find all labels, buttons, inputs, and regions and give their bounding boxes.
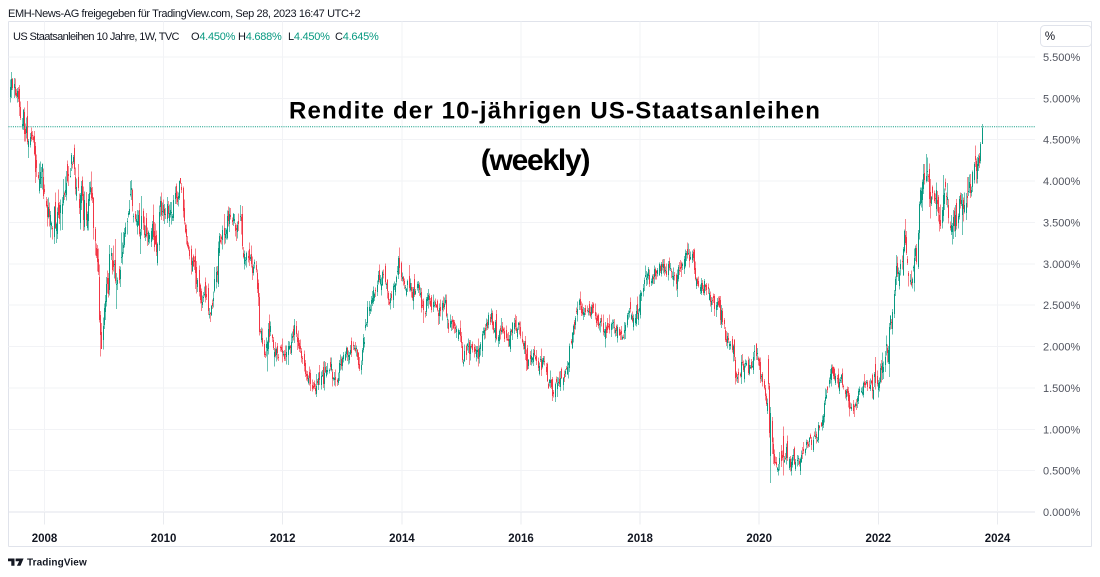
svg-text:2018: 2018 — [627, 533, 653, 545]
svg-text:2008: 2008 — [32, 533, 58, 545]
svg-text:1.500%: 1.500% — [1043, 383, 1081, 395]
svg-text:1.000%: 1.000% — [1043, 424, 1081, 436]
svg-text:H4.688%: H4.688% — [238, 31, 282, 43]
svg-text:%: % — [1045, 31, 1055, 43]
svg-text:3.000%: 3.000% — [1043, 259, 1081, 271]
svg-text:2024: 2024 — [985, 533, 1011, 545]
svg-text:(weekly): (weekly) — [481, 144, 590, 177]
svg-text:TradingView: TradingView — [27, 558, 87, 569]
svg-text:2014: 2014 — [389, 533, 415, 545]
svg-text:Rendite der 10-jährigen US-Sta: Rendite der 10-jährigen US-Staatsanleihe… — [289, 98, 821, 125]
svg-text:O4.450%: O4.450% — [191, 31, 236, 43]
svg-text:4.000%: 4.000% — [1043, 176, 1081, 188]
svg-text:EMH-News-AG freigegeben für Tr: EMH-News-AG freigegeben für TradingView.… — [8, 8, 361, 20]
svg-text:2.000%: 2.000% — [1043, 342, 1081, 354]
svg-text:US Staatsanleihen 10 Jahre, 1W: US Staatsanleihen 10 Jahre, 1W, TVC — [13, 31, 180, 43]
svg-text:2010: 2010 — [151, 533, 177, 545]
svg-text:C4.645%: C4.645% — [335, 31, 379, 43]
svg-text:2020: 2020 — [746, 533, 772, 545]
svg-text:3.500%: 3.500% — [1043, 218, 1081, 230]
svg-text:5.000%: 5.000% — [1043, 93, 1081, 105]
svg-text:0.000%: 0.000% — [1043, 507, 1081, 519]
svg-text:0.500%: 0.500% — [1043, 466, 1081, 478]
svg-text:4.500%: 4.500% — [1043, 135, 1081, 147]
svg-text:2.500%: 2.500% — [1043, 300, 1081, 312]
svg-text:2022: 2022 — [866, 533, 892, 545]
svg-text:2012: 2012 — [270, 533, 296, 545]
svg-text:5.500%: 5.500% — [1043, 52, 1081, 64]
svg-text:L4.450%: L4.450% — [288, 31, 330, 43]
svg-text:2016: 2016 — [508, 533, 534, 545]
